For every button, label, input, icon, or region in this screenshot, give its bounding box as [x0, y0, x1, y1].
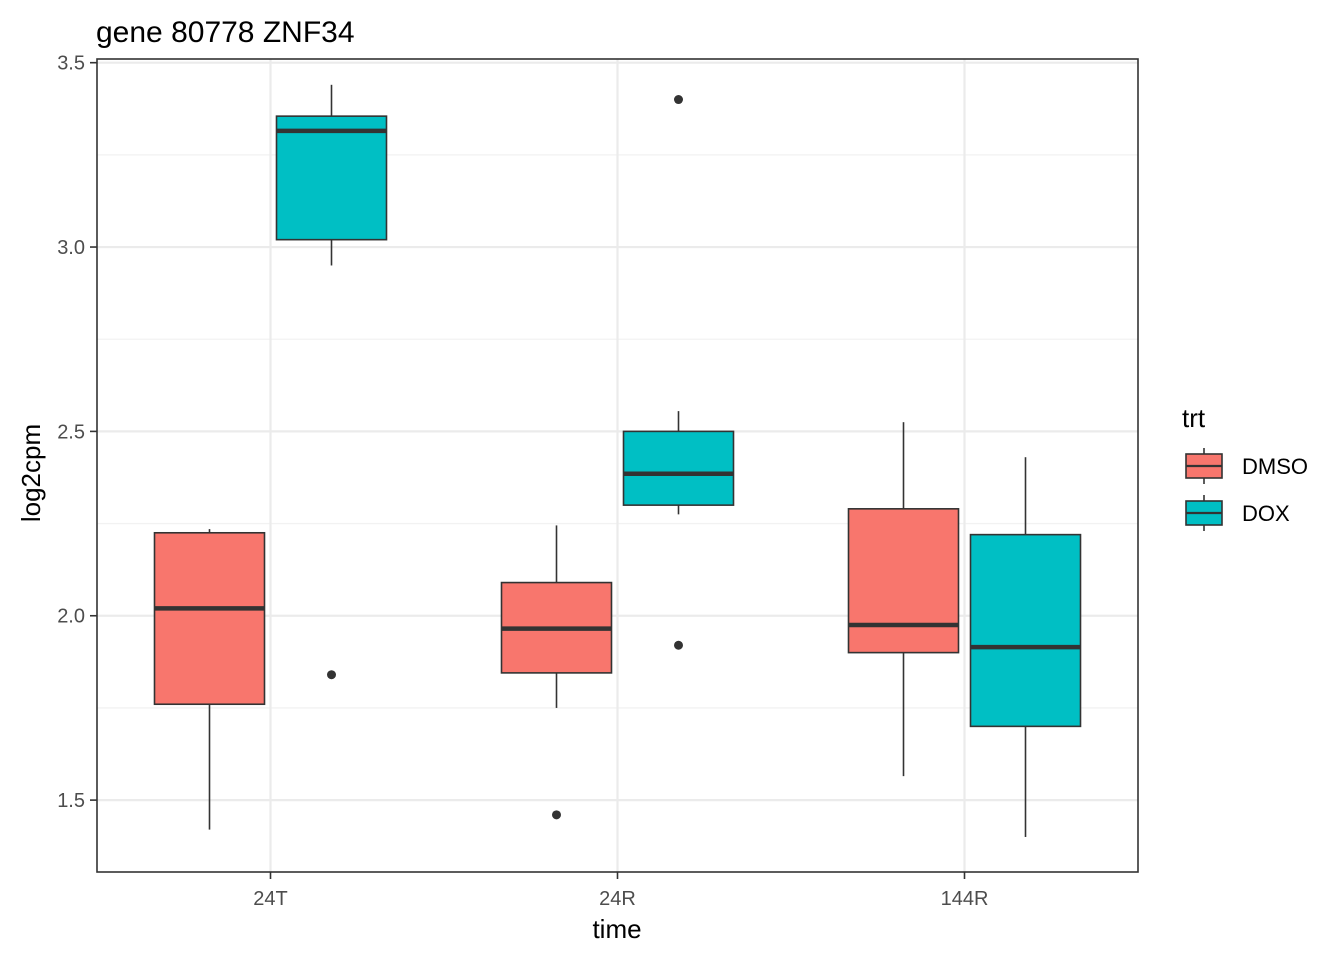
y-tick-label: 3.0 — [57, 237, 85, 259]
box-dmso-24r-outlier — [552, 810, 561, 820]
y-axis-label: log2cpm — [16, 424, 46, 522]
chart-title: gene 80778 ZNF34 — [96, 16, 355, 49]
box-dmso-24t-body — [153, 531, 266, 706]
box-dox-144r-body — [969, 533, 1082, 728]
box-dox-24t-body — [275, 115, 388, 241]
x-tick-label: 24R — [599, 888, 636, 910]
x-axis-label: time — [592, 914, 641, 944]
box-dox-24t-outlier — [327, 670, 336, 680]
legend-title: trt — [1182, 403, 1206, 433]
x-tick-label: 24T — [253, 888, 287, 910]
box-dox-24r-outlier — [674, 95, 683, 105]
box-dox-24r-outlier — [674, 640, 683, 650]
x-tick-label: 144R — [941, 888, 989, 910]
box-dox-24r-body — [622, 430, 735, 506]
legend: trt DMSO DOX — [1182, 403, 1308, 537]
y-tick-label: 2.0 — [57, 606, 85, 628]
y-tick-label: 2.5 — [57, 421, 85, 443]
legend-label-dox: DOX — [1242, 501, 1290, 526]
y-tick-label: 1.5 — [57, 790, 85, 812]
y-tick-label: 3.5 — [57, 53, 85, 75]
box-dmso-144r-body — [847, 508, 960, 654]
plot-area: 1.5 2.0 2.5 3.0 3.5 24T 24R 144R — [57, 53, 1139, 910]
legend-label-dmso: DMSO — [1242, 454, 1308, 479]
